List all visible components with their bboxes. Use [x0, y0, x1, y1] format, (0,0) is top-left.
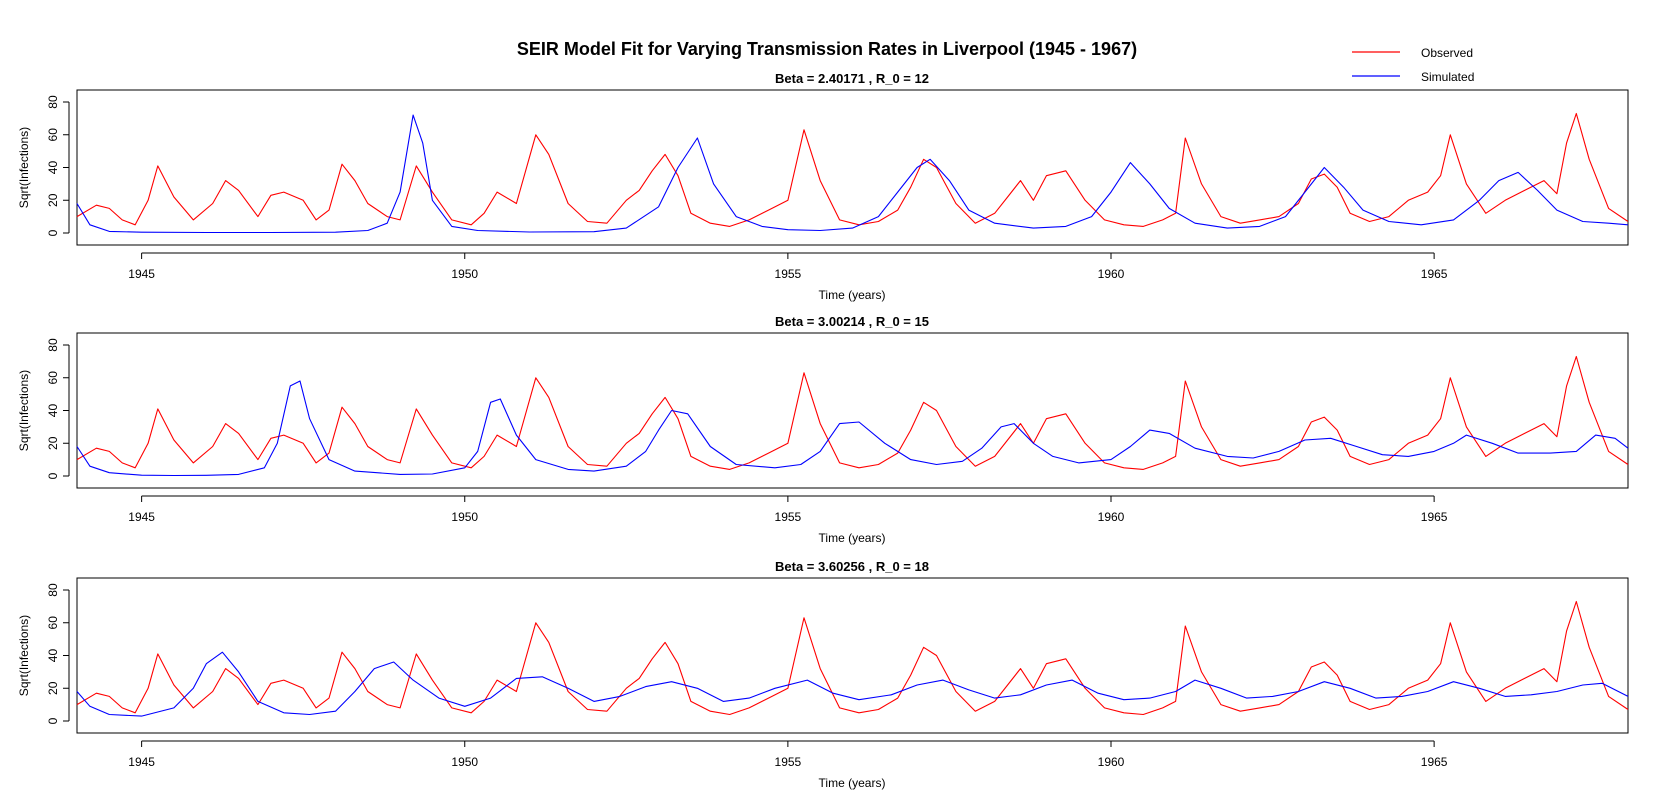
- y-tick-label: 20: [46, 436, 60, 450]
- panel-beta-18: Beta = 3.60256 , R_0 = 18 0 20 40 60 80 Sqrt(I…: [17, 559, 1629, 790]
- figure-title: SEIR Model Fit for Varying Transmission …: [517, 39, 1137, 59]
- series-line-observed: [76, 112, 1629, 227]
- x-tick-label: 1965: [1421, 267, 1448, 281]
- panel-beta-15: Beta = 3.00214 , R_0 = 15 0 20 40 60 80 Sqrt(I…: [17, 314, 1629, 545]
- panel-title: Beta = 3.60256 , R_0 = 18: [775, 559, 929, 574]
- x-axis-label: Time (years): [819, 288, 886, 302]
- y-tick-label: 80: [46, 583, 60, 597]
- y-tick-label: 40: [46, 161, 60, 175]
- x-tick-label: 1965: [1421, 510, 1448, 524]
- panel-beta-12: Beta = 2.40171 , R_0 = 12 0 20 40 60 80 Sqrt(I…: [17, 71, 1629, 302]
- y-tick-label: 40: [46, 649, 60, 663]
- x-tick-label: 1960: [1098, 267, 1125, 281]
- x-tick-label: 1950: [451, 755, 478, 769]
- y-axis-label: Sqrt(Infections): [17, 127, 31, 208]
- x-tick-label: 1955: [775, 267, 802, 281]
- x-tick-label: 1955: [775, 755, 802, 769]
- y-tick-label: 0: [46, 229, 60, 236]
- y-tick-label: 80: [46, 338, 60, 352]
- x-tick-label: 1960: [1098, 510, 1125, 524]
- series-line-simulated: [76, 380, 1629, 477]
- y-axis-label: Sqrt(Infections): [17, 370, 31, 451]
- y-tick-label: 20: [46, 681, 60, 695]
- x-axis-label: Time (years): [819, 531, 886, 545]
- x-tick-label: 1950: [451, 267, 478, 281]
- x-axis-label: Time (years): [819, 776, 886, 790]
- plot-frame: [76, 577, 1629, 734]
- y-tick-label: 20: [46, 193, 60, 207]
- x-tick-label: 1965: [1421, 755, 1448, 769]
- x-tick-label: 1945: [128, 755, 155, 769]
- y-tick-label: 60: [46, 371, 60, 385]
- panel-title: Beta = 3.00214 , R_0 = 15: [775, 314, 929, 329]
- plot-frame: [76, 89, 1629, 246]
- plot-frame: [76, 332, 1629, 489]
- y-tick-label: 80: [46, 95, 60, 109]
- y-tick-label: 0: [46, 717, 60, 724]
- series-line-observed: [76, 355, 1629, 470]
- x-tick-label: 1945: [128, 510, 155, 524]
- legend-label-simulated: Simulated: [1421, 70, 1474, 84]
- series-line-simulated: [76, 651, 1629, 717]
- legend: Observed Simulated: [1352, 46, 1474, 84]
- y-axis-label: Sqrt(Infections): [17, 615, 31, 696]
- x-tick-label: 1945: [128, 267, 155, 281]
- series-line-simulated: [76, 114, 1629, 234]
- y-tick-label: 60: [46, 128, 60, 142]
- y-tick-label: 40: [46, 404, 60, 418]
- x-tick-label: 1960: [1098, 755, 1125, 769]
- x-tick-label: 1955: [775, 510, 802, 524]
- series-line-observed: [76, 600, 1629, 716]
- y-tick-label: 0: [46, 472, 60, 479]
- panel-title: Beta = 2.40171 , R_0 = 12: [775, 71, 929, 86]
- x-tick-label: 1950: [451, 510, 478, 524]
- y-tick-label: 60: [46, 616, 60, 630]
- legend-label-observed: Observed: [1421, 46, 1473, 60]
